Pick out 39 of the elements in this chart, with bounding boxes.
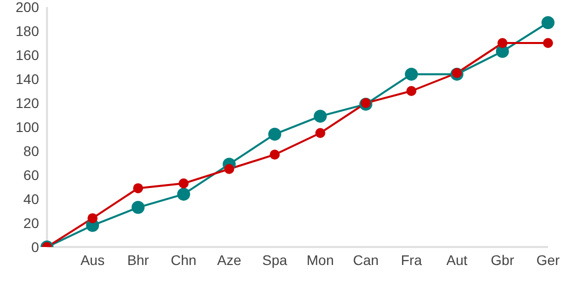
- y-tick-label: 160: [16, 46, 40, 63]
- y-tick-label: 100: [16, 118, 40, 135]
- y-tick-label: 0: [31, 238, 40, 255]
- point: [88, 213, 98, 224]
- x-tick-label: Aut: [446, 252, 468, 268]
- point: [497, 38, 508, 48]
- point: [406, 86, 416, 96]
- point: [268, 128, 282, 141]
- y-tick-label: 60: [23, 166, 40, 183]
- x-tick-label: Spa: [262, 252, 288, 268]
- x-tick-label: Aus: [80, 252, 105, 268]
- y-tick-label: 40: [23, 190, 40, 207]
- x-tick-label: Aze: [217, 252, 242, 268]
- y-tick-label: 80: [23, 142, 40, 159]
- y-tick-label: 180: [16, 22, 40, 39]
- point: [543, 38, 553, 48]
- y-tick-label: 20: [23, 214, 40, 231]
- point: [360, 98, 371, 108]
- x-tick-label: Bhr: [127, 252, 150, 268]
- point: [314, 110, 327, 123]
- point: [133, 183, 144, 194]
- point: [404, 68, 418, 81]
- x-tick-label: Gbr: [490, 252, 514, 268]
- y-tick-label: 200: [16, 0, 40, 15]
- y-tick-label: 140: [16, 70, 40, 87]
- x-tick-label: Can: [352, 252, 379, 268]
- x-tick-label: Chn: [170, 252, 196, 268]
- y-tick-label: 120: [16, 94, 40, 111]
- x-tick-label: Ger: [536, 252, 560, 268]
- point: [132, 200, 145, 214]
- point: [178, 178, 189, 188]
- point: [224, 164, 234, 174]
- x-tick-label: Fra: [400, 252, 422, 268]
- x-tick-label: Mon: [306, 252, 334, 268]
- point: [315, 128, 326, 138]
- point: [177, 188, 190, 201]
- point: [270, 150, 280, 160]
- point: [542, 16, 554, 30]
- point: [452, 68, 462, 78]
